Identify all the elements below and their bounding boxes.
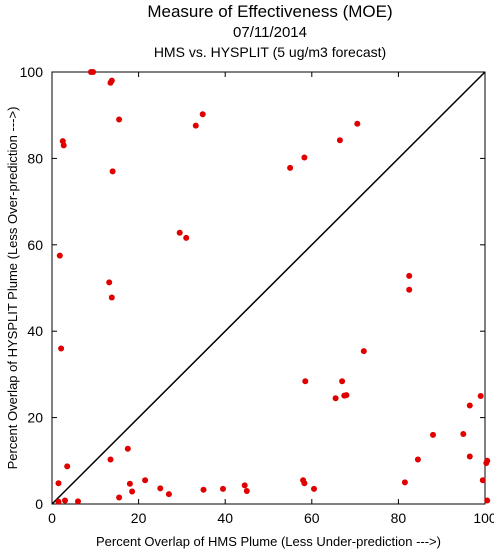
data-point <box>176 229 183 236</box>
y-tick-label: 20 <box>27 410 43 426</box>
data-point <box>108 77 115 84</box>
data-point <box>124 445 131 452</box>
data-point <box>243 488 250 494</box>
data-point <box>336 137 343 144</box>
data-point <box>199 111 206 118</box>
data-point <box>220 485 226 492</box>
data-point <box>56 252 63 259</box>
data-point <box>126 480 133 487</box>
data-point <box>129 488 136 495</box>
data-point <box>343 392 350 399</box>
data-point <box>483 460 490 466</box>
x-tick-label: 60 <box>304 510 320 526</box>
data-point <box>106 279 113 286</box>
data-point <box>241 482 248 489</box>
y-axis-label: Percent Overlap of HYSPLIT Plume (Less O… <box>5 107 20 470</box>
data-point <box>62 497 68 504</box>
data-point <box>55 480 62 487</box>
data-point <box>116 116 123 123</box>
data-point <box>406 286 413 293</box>
plot-area-frame <box>51 71 486 505</box>
y-tick-label: 0 <box>35 496 43 512</box>
data-point <box>157 485 164 492</box>
data-point <box>58 345 65 352</box>
data-point <box>64 463 71 470</box>
data-point <box>401 479 408 486</box>
chart-title: Measure of Effectiveness (MOE) <box>147 2 393 21</box>
data-point <box>200 486 207 493</box>
data-point <box>287 164 294 171</box>
x-axis-label: Percent Overlap of HMS Plume (Less Under… <box>96 534 441 549</box>
data-point <box>192 122 199 129</box>
x-tick-label: 40 <box>217 510 233 526</box>
data-point <box>60 142 67 149</box>
data-point <box>90 69 97 75</box>
data-point <box>477 393 484 399</box>
x-tick-label: 20 <box>131 510 147 526</box>
x-tick-label: 0 <box>48 510 56 526</box>
data-point <box>460 431 467 437</box>
data-point <box>142 477 149 484</box>
y-tick-label: 100 <box>20 64 44 80</box>
data-point <box>354 120 361 127</box>
data-point <box>109 168 116 175</box>
y-tick-label: 40 <box>27 323 43 339</box>
y-axis-ticks: 0 20 40 60 80 100 <box>20 64 485 512</box>
chart-comparison-subtitle: HMS vs. HYSPLIT (5 ug/m3 forecast) <box>153 44 387 60</box>
data-points <box>55 69 491 505</box>
data-point <box>430 431 436 438</box>
x-tick-label: 80 <box>391 510 407 526</box>
data-point <box>339 378 346 385</box>
data-point <box>75 498 81 505</box>
y-tick-label: 80 <box>27 150 43 166</box>
data-point <box>116 494 123 501</box>
data-point <box>466 402 473 409</box>
data-point <box>479 477 486 484</box>
data-point <box>301 154 308 161</box>
chart-date-subtitle: 07/11/2014 <box>233 24 307 41</box>
data-point <box>301 480 308 487</box>
x-axis-ticks: 0 20 40 60 80 100 <box>48 72 494 526</box>
data-point <box>406 272 413 279</box>
data-point <box>183 234 190 241</box>
data-point <box>311 485 317 492</box>
x-tick-label: 100 <box>473 510 494 526</box>
data-point <box>360 348 367 355</box>
data-point <box>332 395 339 402</box>
data-point <box>414 456 421 463</box>
data-point <box>302 378 309 385</box>
data-point <box>484 497 491 504</box>
data-point <box>107 456 114 463</box>
one-to-one-diagonal <box>51 71 486 505</box>
data-point <box>165 491 172 498</box>
data-point <box>55 498 62 505</box>
data-point <box>108 294 115 301</box>
y-tick-label: 60 <box>27 237 43 253</box>
data-point <box>466 453 473 460</box>
